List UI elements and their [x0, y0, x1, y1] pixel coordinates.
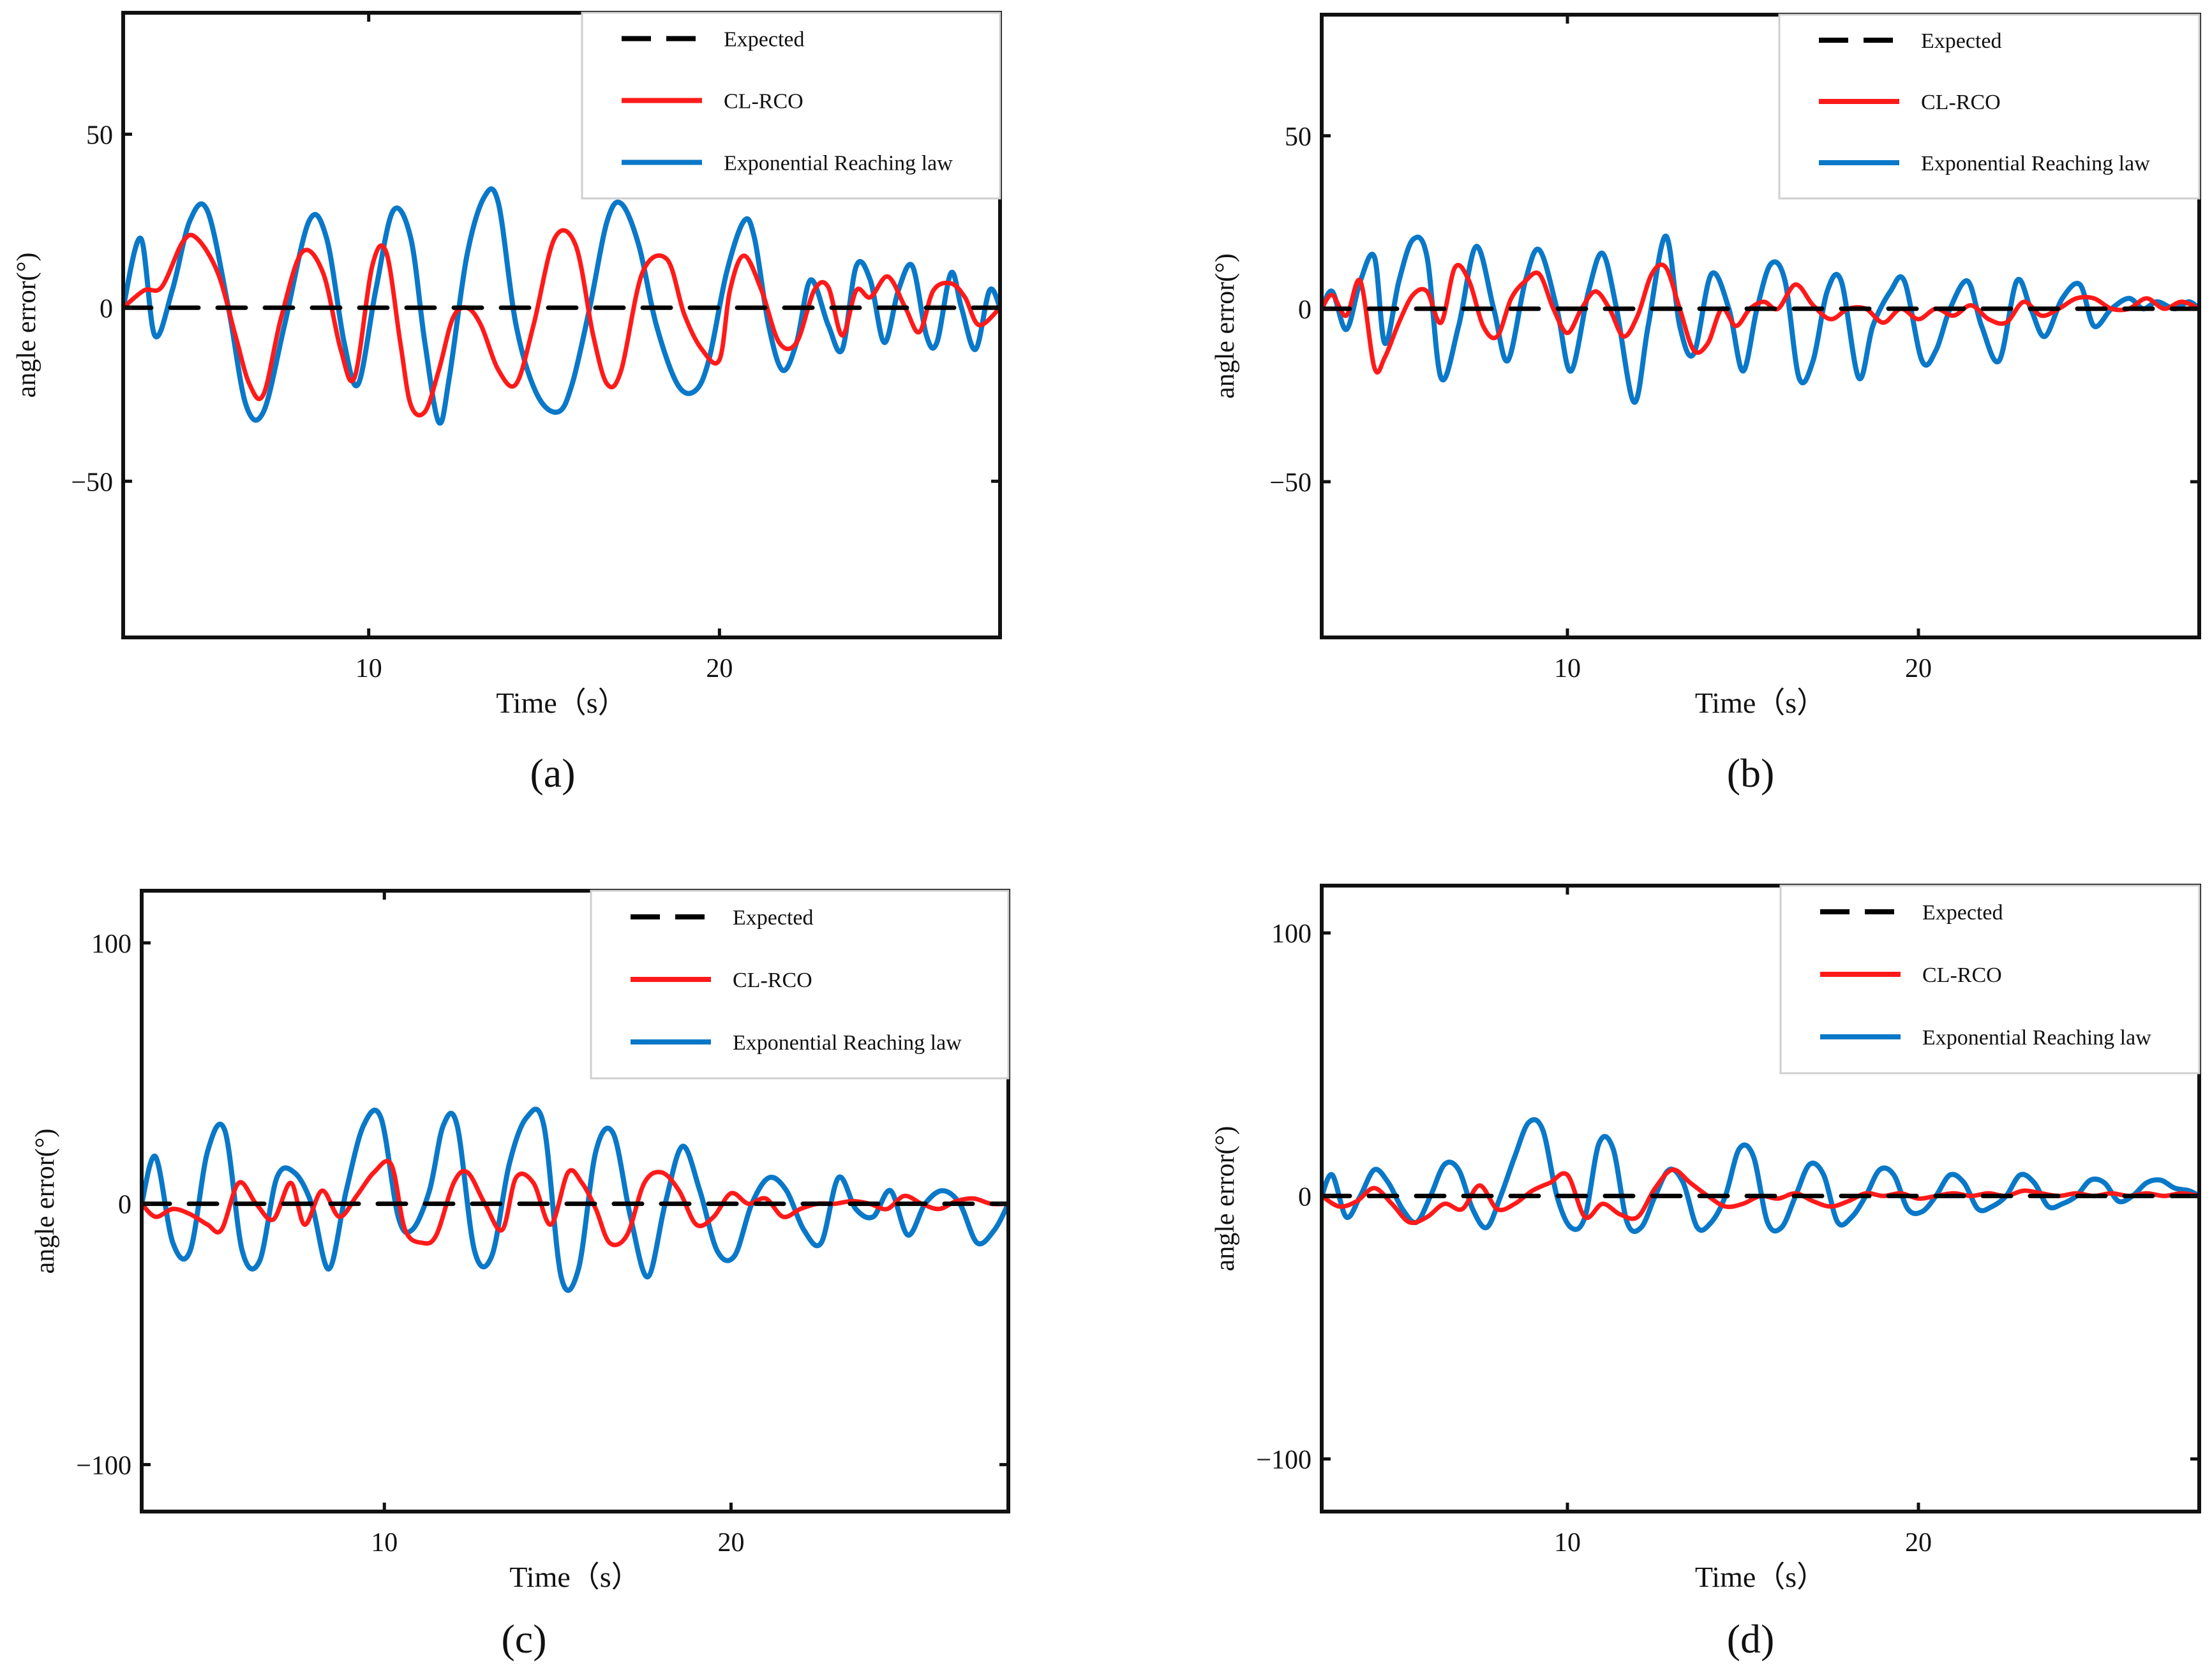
legend-label: Expected: [724, 28, 805, 52]
series-lines: [142, 1106, 1008, 1293]
legend-label: Expected: [1922, 901, 2003, 925]
y-tick-label: −50: [71, 468, 113, 497]
y-tick-label: −100: [76, 1451, 131, 1480]
legend-label: CL-RCO: [1922, 963, 2002, 987]
x-axis-label: Time（s）: [1695, 1561, 1826, 1593]
legend-label: Exponential Reaching law: [1921, 152, 2150, 175]
y-tick-label: 50: [86, 121, 113, 150]
chart-panel-1: 10 20 50 0 −50 Time（s） angle error(°) Expected C…: [12, 11, 1002, 796]
plot-frame: [1320, 884, 2201, 1513]
panel-label: (d): [1727, 1616, 1775, 1661]
legend-label: CL-RCO: [733, 969, 812, 992]
legend-label: CL-RCO: [1921, 91, 2001, 114]
series-lines: [1322, 1117, 2199, 1234]
legend: Expected CL-RCO Exponential Reaching law: [1779, 884, 2201, 1074]
plot-frame: [1320, 13, 2201, 639]
panel-label: (c): [501, 1616, 546, 1661]
x-tick-label: 20: [706, 654, 733, 683]
legend-label: Expected: [1921, 29, 2002, 53]
legend-label: Exponential Reaching law: [724, 152, 953, 175]
chart-panel-2: 10 20 50 0 −50 Time（s） angle error(°) Expected C…: [1211, 13, 2201, 796]
series-lines: [1322, 234, 2199, 405]
chart-panel-3: 10 20 100 0 −100 Time（s） angle error(°) Expecte…: [31, 889, 1010, 1661]
y-tick-label: 0: [118, 1191, 131, 1220]
plot-frame: [121, 11, 1002, 639]
x-tick-label: 20: [1905, 1528, 1932, 1557]
y-tick-label: 50: [1285, 123, 1312, 152]
panel-label: (a): [530, 750, 575, 796]
y-tick-label: −100: [1256, 1446, 1312, 1475]
plot-frame: [140, 889, 1010, 1513]
series-cl-rco: [1322, 262, 2199, 375]
y-axis-label: angle error(°): [31, 1129, 60, 1274]
legend-label: Exponential Reaching law: [733, 1031, 962, 1055]
y-axis-label: angle error(°): [1211, 1126, 1240, 1272]
series-cl-rco: [123, 228, 1000, 418]
series-exponential-reaching-law: [1322, 234, 2199, 405]
y-tick-label: 0: [100, 294, 113, 323]
legend: Expected CL-RCO Exponential Reaching law: [581, 11, 1001, 200]
legend: Expected CL-RCO Exponential Reaching law: [1778, 13, 2201, 200]
y-tick-label: −50: [1269, 468, 1312, 498]
legend-box: [1779, 884, 2201, 1074]
x-tick-label: 20: [1905, 654, 1932, 683]
x-axis-label: Time（s）: [1695, 687, 1826, 719]
legend: Expected CL-RCO Exponential Reaching law: [590, 889, 1010, 1080]
x-tick-label: 10: [1554, 1528, 1581, 1557]
legend-box: [581, 11, 1001, 200]
series-exponential-reaching-law: [123, 186, 1000, 426]
x-tick-label: 10: [1554, 654, 1581, 683]
series-exponential-reaching-law: [142, 1106, 1008, 1293]
series-lines: [123, 186, 1000, 426]
legend-label: Expected: [733, 906, 814, 930]
legend-label: Exponential Reaching law: [1922, 1026, 2151, 1050]
y-axis-label: angle error(°): [12, 253, 41, 398]
x-tick-label: 10: [355, 654, 382, 683]
series-cl-rco: [142, 1159, 1008, 1247]
y-tick-label: 100: [91, 930, 131, 959]
x-axis-label: Time（s）: [509, 1561, 640, 1593]
panel-label: (b): [1727, 750, 1775, 796]
series-exponential-reaching-law: [1322, 1117, 2199, 1234]
x-axis-label: Time（s）: [496, 687, 627, 719]
x-tick-label: 20: [717, 1528, 744, 1557]
y-tick-label: 0: [1298, 295, 1312, 325]
x-tick-label: 10: [371, 1528, 398, 1557]
y-axis-label: angle error(°): [1211, 253, 1240, 399]
y-tick-label: 0: [1298, 1182, 1312, 1212]
chart-panel-4: 10 20 100 0 −100 Time（s） angle error(°) Expecte…: [1211, 884, 2201, 1661]
figure-panels: 10 20 50 0 −50 Time（s） angle error(°) Expected C…: [12, 11, 2201, 1661]
y-tick-label: 100: [1271, 919, 1312, 949]
legend-box: [590, 889, 1010, 1080]
legend-label: CL-RCO: [724, 90, 803, 114]
legend-box: [1778, 13, 2201, 200]
